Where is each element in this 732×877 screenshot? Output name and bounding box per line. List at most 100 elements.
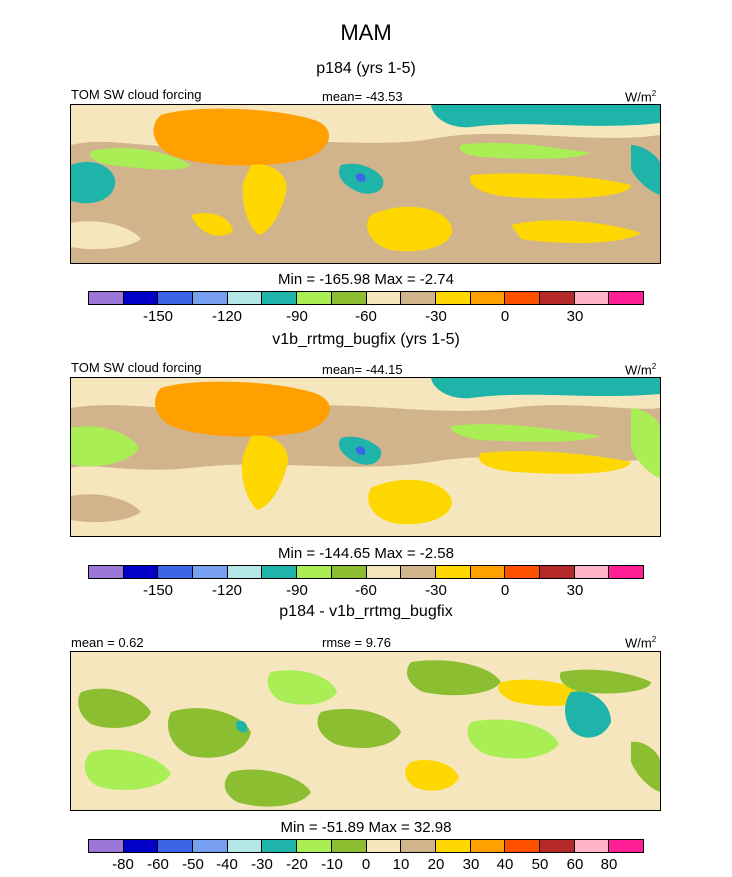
panel-1-colorbar-swatch (574, 292, 610, 304)
panel-3-colorbar-tick: -30 (251, 856, 273, 873)
panel-1-map (70, 104, 661, 264)
panel-1-colorbar-swatch (158, 292, 194, 304)
panel-3-colorbar-swatch (262, 840, 298, 852)
panel-3-minmax-label: Min = -51.89 Max = 32.98 (280, 819, 452, 836)
panel-1-colorbar (88, 291, 644, 305)
panel-3-colorbar-swatch (158, 840, 194, 852)
panel-3-colorbar-swatch (366, 840, 402, 852)
panel-3-colorbar-swatch (331, 840, 367, 852)
panel-2-units-label: W/m2 (625, 362, 657, 378)
panel-2-colorbar-tick: -30 (425, 582, 447, 599)
panel-1-colorbar-tick: 30 (566, 308, 584, 325)
panel-3-rmse-label: rmse = 9.76 (322, 635, 392, 650)
panel-3-colorbar-swatch (193, 840, 228, 852)
panel-2-map (70, 377, 661, 537)
panel-3-colorbar-tick: -60 (147, 856, 169, 873)
panel-3-colorbar-swatch (539, 840, 575, 852)
figure-title: MAM (340, 20, 392, 45)
panel-1-colorbar-swatch (262, 292, 298, 304)
panel-3-colorbar-tick: -10 (321, 856, 343, 873)
panel-2-colorbar-swatch (262, 566, 298, 578)
panel-1-colorbar-swatch (401, 292, 436, 304)
panel-1-colorbar-swatch (470, 292, 506, 304)
panel-2-colorbar-swatch (89, 566, 124, 578)
panel-3-colorbar-tick: -50 (182, 856, 204, 873)
panel-3-contour-field (71, 652, 660, 810)
panel-2-colorbar-swatch (505, 566, 540, 578)
panel-1-colorbar-swatch (435, 292, 471, 304)
panel-1-colorbar-swatch (193, 292, 228, 304)
panel-1-minmax-label: Min = -165.98 Max = -2.74 (278, 271, 454, 288)
panel-3-colorbar-swatch (435, 840, 471, 852)
panel-2-colorbar-swatch (227, 566, 263, 578)
panel-2-title: v1b_rrtmg_bugfix (yrs 1-5) (272, 331, 460, 348)
panel-1-colorbar-tick: -120 (211, 308, 243, 325)
panel-2-colorbar-tick: -150 (142, 582, 174, 599)
panel-1-colorbar-swatch (123, 292, 159, 304)
panel-2-colorbar-swatch (435, 566, 471, 578)
panel-3-colorbar-tick: 0 (361, 856, 371, 873)
panel-3-colorbar-swatch (297, 840, 332, 852)
panel-2-colorbar-swatch (331, 566, 367, 578)
panel-3-colorbar-tick: 10 (392, 856, 410, 873)
panel-2-colorbar-swatch (193, 566, 228, 578)
panel-1-contour-field (71, 105, 660, 263)
panel-3-colorbar-tick: 80 (600, 856, 618, 873)
panel-2-colorbar-swatch (609, 566, 643, 578)
panel-2-colorbar-swatch (539, 566, 575, 578)
panel-1-colorbar-swatch (505, 292, 540, 304)
panel-3-colorbar-swatch (470, 840, 506, 852)
panel-1-title: p184 (yrs 1-5) (316, 60, 416, 77)
panel-1-colorbar-swatch (331, 292, 367, 304)
panel-1-units-label: W/m2 (625, 89, 657, 105)
panel-3-colorbar-swatch (401, 840, 436, 852)
panel-3-colorbar-swatch (123, 840, 159, 852)
panel-2-colorbar (88, 565, 644, 579)
panel-2-contour-field (71, 378, 660, 536)
panel-3-title: p184 - v1b_rrtmg_bugfix (279, 603, 453, 620)
panel-3-colorbar-swatch (505, 840, 540, 852)
panel-1-variable-label: TOM SW cloud forcing (71, 87, 202, 102)
panel-1-mean-label: mean= -43.53 (322, 89, 403, 104)
panel-2-colorbar-swatch (574, 566, 610, 578)
panel-3-colorbar-tick: -80 (112, 856, 134, 873)
panel-3-colorbar-swatch (227, 840, 263, 852)
panel-3-colorbar-tick: 40 (496, 856, 514, 873)
panel-1-colorbar-tick: -90 (286, 308, 308, 325)
panel-1-colorbar-tick: 0 (500, 308, 510, 325)
panel-1-colorbar-swatch (539, 292, 575, 304)
panel-3-colorbar-swatch (574, 840, 610, 852)
panel-1-colorbar-swatch (227, 292, 263, 304)
panel-2-colorbar-swatch (401, 566, 436, 578)
panel-2-minmax-label: Min = -144.65 Max = -2.58 (278, 545, 454, 562)
panel-3-colorbar-tick: 20 (427, 856, 445, 873)
panel-3-map (70, 651, 661, 811)
panel-1-colorbar-tick: -60 (355, 308, 377, 325)
panel-1-colorbar-tick: -150 (142, 308, 174, 325)
panel-2-colorbar-tick: 30 (566, 582, 584, 599)
panel-3-colorbar-swatch (609, 840, 643, 852)
panel-2-colorbar-tick: -120 (211, 582, 243, 599)
panel-3-mean-label: mean = 0.62 (71, 635, 144, 650)
panel-3-colorbar (88, 839, 644, 853)
panel-1-colorbar-swatch (609, 292, 643, 304)
panel-3-colorbar-tick: 30 (462, 856, 480, 873)
panel-1-colorbar-tick: -30 (425, 308, 447, 325)
panel-1-colorbar-swatch (297, 292, 332, 304)
panel-2-colorbar-tick: -90 (286, 582, 308, 599)
panel-3-colorbar-tick: -20 (286, 856, 308, 873)
panel-2-mean-label: mean= -44.15 (322, 362, 403, 377)
panel-2-colorbar-swatch (297, 566, 332, 578)
panel-2-colorbar-swatch (123, 566, 159, 578)
panel-3-colorbar-tick: -40 (216, 856, 238, 873)
panel-3-units-label: W/m2 (625, 635, 657, 651)
panel-2-colorbar-tick: 0 (500, 582, 510, 599)
panel-2-colorbar-tick: -60 (355, 582, 377, 599)
panel-3-colorbar-swatch (89, 840, 124, 852)
panel-2-variable-label: TOM SW cloud forcing (71, 360, 202, 375)
panel-2-colorbar-swatch (158, 566, 194, 578)
panel-3-colorbar-tick: 50 (531, 856, 549, 873)
panel-2-colorbar-swatch (366, 566, 402, 578)
panel-1-colorbar-swatch (366, 292, 402, 304)
panel-2-colorbar-swatch (470, 566, 506, 578)
